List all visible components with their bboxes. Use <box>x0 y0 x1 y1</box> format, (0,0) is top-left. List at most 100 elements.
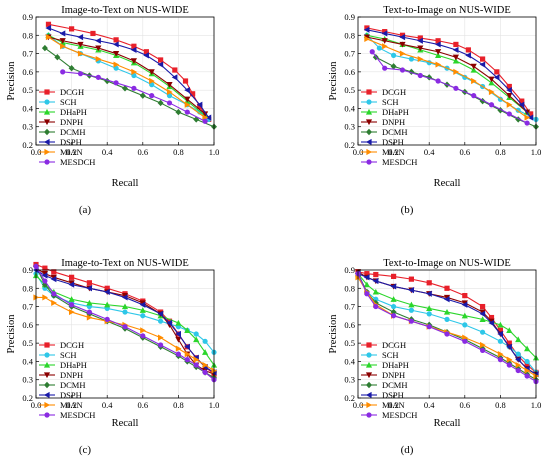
x-tick-label: 0.8 <box>173 400 184 410</box>
data-point <box>42 265 48 271</box>
data-point <box>139 301 146 308</box>
chart-panel-3: 0.0 0.2 0.4 0.6 0.8 1.00.20.30.40.50.60.70.80… <box>6 258 219 429</box>
legend-label: MESDCH <box>60 410 95 420</box>
data-point <box>462 293 468 299</box>
data-point <box>59 38 66 44</box>
y-tick-label: 0.5 <box>22 338 33 348</box>
data-point <box>372 277 379 285</box>
data-point <box>488 88 495 96</box>
legend-label: DCGH <box>60 87 84 97</box>
data-point <box>426 305 433 311</box>
y-axis-label: Precision <box>6 314 17 354</box>
data-point <box>518 101 525 108</box>
legend-label: MIAN <box>382 400 405 410</box>
data-point <box>158 334 164 341</box>
data-point <box>497 321 504 328</box>
legend-label: DCGH <box>382 340 406 350</box>
data-point <box>33 263 39 269</box>
data-point <box>435 52 442 58</box>
data-point <box>158 57 164 63</box>
y-tick-label: 0.4 <box>344 103 355 113</box>
panel-label: (d) <box>401 444 414 456</box>
data-point <box>131 85 137 91</box>
data-point <box>391 52 397 59</box>
data-point <box>452 54 459 61</box>
data-point <box>122 85 128 92</box>
data-point <box>184 351 191 358</box>
data-point <box>497 351 504 358</box>
data-point <box>408 68 415 76</box>
data-point <box>506 101 513 108</box>
legend-marker <box>365 372 373 379</box>
data-point <box>113 50 120 57</box>
legend-marker <box>365 108 373 115</box>
data-point <box>376 45 382 51</box>
y-tick-label: 0.9 <box>344 265 355 275</box>
data-point <box>86 285 92 292</box>
legend-marker <box>366 99 372 105</box>
legend-label: MIAN <box>382 147 405 157</box>
data-point <box>480 329 486 335</box>
legend-label: SCH <box>60 350 77 360</box>
legend-marker <box>44 412 50 418</box>
legend-label: MESDCH <box>382 157 417 167</box>
legend-item-dnph: DNPH <box>39 117 83 127</box>
chart-panel-2: 0.0 0.2 0.4 0.6 0.8 1.00.20.30.40.50.60.70.80… <box>328 5 541 189</box>
legend-item-dsph: DSPH <box>361 137 404 147</box>
legend-item-dhaph: DHaPH <box>39 360 87 370</box>
data-point <box>453 41 459 48</box>
data-point <box>506 362 512 368</box>
legend-marker <box>43 138 50 146</box>
data-point <box>41 272 48 279</box>
legend-marker <box>43 119 51 126</box>
legend-label: DHaPH <box>382 107 409 117</box>
y-tick-label: 0.4 <box>22 356 33 366</box>
legend-label: DCMH <box>382 127 408 137</box>
data-point <box>197 104 203 110</box>
chart-title: Image-to-Text on NUS-WIDE <box>61 258 189 269</box>
x-tick-label: 0.6 <box>459 147 470 157</box>
legend-label: SCH <box>60 97 77 107</box>
data-point <box>391 313 397 319</box>
series-dsph <box>45 24 212 121</box>
y-tick-label: 0.9 <box>22 265 33 275</box>
data-point <box>497 330 503 338</box>
y-tick-label: 0.8 <box>344 283 355 293</box>
series-line <box>371 51 528 124</box>
data-point <box>488 102 495 108</box>
legend-marker <box>44 342 50 348</box>
x-tick-label: 1.0 <box>531 147 542 157</box>
data-point <box>417 72 423 79</box>
data-point <box>391 273 397 279</box>
data-point <box>435 78 441 84</box>
x-tick-label: 0.0 <box>353 400 364 410</box>
series-dsph <box>32 266 217 376</box>
legend-label: MIAN <box>60 400 83 410</box>
data-point <box>506 93 513 99</box>
data-point <box>391 303 397 310</box>
data-point <box>140 327 146 334</box>
data-point <box>54 54 61 61</box>
data-point <box>104 288 110 296</box>
legend-label: DCGH <box>382 87 406 97</box>
y-tick-label: 0.7 <box>22 302 33 312</box>
data-point <box>493 74 500 81</box>
data-point <box>465 47 471 53</box>
legend-label: MIAN <box>60 147 83 157</box>
y-tick-label: 0.2 <box>22 393 33 403</box>
data-point <box>417 45 424 52</box>
data-point <box>506 340 512 346</box>
data-point <box>515 336 522 343</box>
data-point <box>68 296 75 302</box>
data-point <box>372 288 379 295</box>
data-point <box>158 342 164 348</box>
data-point <box>184 327 191 333</box>
x-tick-label: 0.8 <box>495 147 506 157</box>
data-point <box>51 269 57 275</box>
chart-title: Text-to-Image on NUS-WIDE <box>383 5 511 16</box>
series-line <box>48 36 206 115</box>
data-point <box>417 35 423 41</box>
data-point <box>461 301 468 308</box>
